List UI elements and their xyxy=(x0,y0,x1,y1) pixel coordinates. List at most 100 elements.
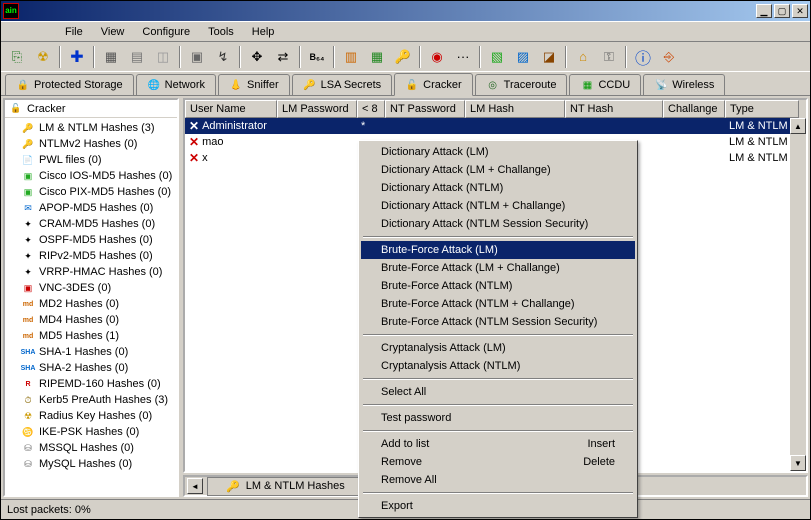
btab-prev[interactable]: ◄ xyxy=(187,478,203,494)
vertical-scrollbar[interactable]: ▲ ▼ xyxy=(790,118,806,471)
toolbar-button[interactable]: ◫ xyxy=(151,45,175,69)
bottom-tab[interactable]: 🔑 LM & NTLM Hashes xyxy=(207,477,364,496)
context-menu-item[interactable]: Brute-Force Attack (LM + Challange) xyxy=(361,259,635,277)
context-menu-item[interactable]: Cryptanalysis Attack (LM) xyxy=(361,339,635,357)
context-menu-item[interactable]: Brute-Force Attack (NTLM Session Securit… xyxy=(361,313,635,331)
column-header[interactable]: LM Password xyxy=(277,100,357,118)
context-menu-item[interactable]: Add to listInsert xyxy=(361,435,635,453)
sidebar-item[interactable]: ⛁MySQL Hashes (0) xyxy=(5,456,177,472)
toolbar-button[interactable]: ▨ xyxy=(511,45,535,69)
context-menu-item[interactable]: Dictionary Attack (NTLM) xyxy=(361,179,635,197)
sidebar-item[interactable]: ✦VRRP-HMAC Hashes (0) xyxy=(5,264,177,280)
context-menu-item[interactable]: Brute-Force Attack (LM) xyxy=(361,241,635,259)
column-header[interactable]: Type xyxy=(725,100,799,118)
tab-lsa-secrets[interactable]: 🔑LSA Secrets xyxy=(292,74,393,95)
scroll-down-button[interactable]: ▼ xyxy=(790,455,806,471)
toolbar-button[interactable]: ✥ xyxy=(245,45,269,69)
tab-sniffer[interactable]: 👃 Sniffer xyxy=(218,74,290,95)
toolbar-button[interactable]: ⎆ xyxy=(657,45,681,69)
table-row[interactable]: ✕Administrator*LM & NTLM xyxy=(185,118,806,134)
menu-tools[interactable]: Tools xyxy=(200,24,242,40)
tab-protected-storage[interactable]: 🔒Protected Storage xyxy=(5,74,134,95)
context-menu-item[interactable]: Brute-Force Attack (NTLM + Challange) xyxy=(361,295,635,313)
column-header[interactable]: LM Hash xyxy=(465,100,565,118)
sidebar-item[interactable]: mdMD5 Hashes (1) xyxy=(5,328,177,344)
toolbar-button[interactable]: ✚ xyxy=(65,45,89,69)
toolbar-button[interactable]: ▦ xyxy=(365,45,389,69)
tab-wireless[interactable]: 📡Wireless xyxy=(643,74,725,95)
toolbar-button[interactable]: ↯ xyxy=(211,45,235,69)
sidebar-item[interactable]: mdMD2 Hashes (0) xyxy=(5,296,177,312)
menu-view[interactable]: View xyxy=(93,24,133,40)
tab-label: Sniffer xyxy=(247,79,279,91)
menu-configure[interactable]: Configure xyxy=(134,24,198,40)
sidebar-item[interactable]: ⛁MSSQL Hashes (0) xyxy=(5,440,177,456)
scroll-up-button[interactable]: ▲ xyxy=(790,118,806,134)
table-cell xyxy=(277,125,357,127)
context-menu-item[interactable]: Select All xyxy=(361,383,635,401)
tab-ccdu[interactable]: ▦CCDU xyxy=(569,74,641,95)
toolbar-button[interactable]: 🔑 xyxy=(391,45,415,69)
sidebar-item-label: RIPEMD-160 Hashes (0) xyxy=(39,378,161,390)
sidebar-item[interactable]: ▣Cisco IOS-MD5 Hashes (0) xyxy=(5,168,177,184)
context-menu-item[interactable]: Test password xyxy=(361,409,635,427)
context-menu-item[interactable]: Dictionary Attack (LM + Challange) xyxy=(361,161,635,179)
column-header[interactable]: NT Hash xyxy=(565,100,663,118)
sidebar-item[interactable]: 📄PWL files (0) xyxy=(5,152,177,168)
sidebar-item[interactable]: SHASHA-1 Hashes (0) xyxy=(5,344,177,360)
toolbar-button[interactable]: ··· xyxy=(451,45,475,69)
sidebar-item[interactable]: ⏱Kerb5 PreAuth Hashes (3) xyxy=(5,392,177,408)
tab-icon: 👃 xyxy=(229,78,243,92)
toolbar-button[interactable]: ▥ xyxy=(339,45,363,69)
column-header[interactable]: < 8 xyxy=(357,100,385,118)
sidebar-item[interactable]: mdMD4 Hashes (0) xyxy=(5,312,177,328)
context-menu-item[interactable]: RemoveDelete xyxy=(361,453,635,471)
column-header[interactable]: Challange xyxy=(663,100,725,118)
sidebar-item[interactable]: ✦CRAM-MD5 Hashes (0) xyxy=(5,216,177,232)
sidebar-item[interactable]: ▣VNC-3DES (0) xyxy=(5,280,177,296)
tab-network[interactable]: 🌐Network xyxy=(136,74,216,95)
sidebar-item[interactable]: ☢Radius Key Hashes (0) xyxy=(5,408,177,424)
toolbar-button[interactable]: ⇄ xyxy=(271,45,295,69)
sidebar-item[interactable]: RRIPEMD-160 Hashes (0) xyxy=(5,376,177,392)
sidebar-item[interactable]: SHASHA-2 Hashes (0) xyxy=(5,360,177,376)
context-menu-item[interactable]: Dictionary Attack (NTLM Session Security… xyxy=(361,215,635,233)
tab-icon: 🌐 xyxy=(147,78,161,92)
tab-traceroute[interactable]: ◎Traceroute xyxy=(475,74,568,95)
toolbar-button[interactable]: ⌂ xyxy=(571,45,595,69)
context-menu-separator xyxy=(363,492,633,494)
sidebar-item[interactable]: ✦OSPF-MD5 Hashes (0) xyxy=(5,232,177,248)
context-menu-item[interactable]: Export xyxy=(361,497,635,515)
toolbar-button[interactable]: ▦ xyxy=(99,45,123,69)
toolbar-button[interactable]: ⚿ xyxy=(597,45,621,69)
toolbar-button[interactable]: B₆₄ xyxy=(305,45,329,69)
close-button[interactable]: ✕ xyxy=(792,4,808,18)
toolbar-button[interactable]: ▧ xyxy=(485,45,509,69)
toolbar-button[interactable]: ◪ xyxy=(537,45,561,69)
context-menu-item[interactable]: Cryptanalysis Attack (NTLM) xyxy=(361,357,635,375)
toolbar-button[interactable]: ◉ xyxy=(425,45,449,69)
table-cell: ✕mao xyxy=(185,134,277,150)
toolbar-button[interactable]: ⓘ xyxy=(631,45,655,69)
sidebar-item[interactable]: ✦RIPv2-MD5 Hashes (0) xyxy=(5,248,177,264)
toolbar-button[interactable]: ☢ xyxy=(31,45,55,69)
sidebar-item[interactable]: 🔑NTLMv2 Hashes (0) xyxy=(5,136,177,152)
context-menu-item[interactable]: Dictionary Attack (NTLM + Challange) xyxy=(361,197,635,215)
sidebar-item[interactable]: ▣Cisco PIX-MD5 Hashes (0) xyxy=(5,184,177,200)
sidebar-item[interactable]: 🔑LM & NTLM Hashes (3) xyxy=(5,120,177,136)
menu-help[interactable]: Help xyxy=(244,24,283,40)
sidebar-item[interactable]: ♋IKE-PSK Hashes (0) xyxy=(5,424,177,440)
sidebar-item[interactable]: ✉APOP-MD5 Hashes (0) xyxy=(5,200,177,216)
menu-file[interactable]: File xyxy=(57,24,91,40)
maximize-button[interactable]: ▢ xyxy=(774,4,790,18)
toolbar-button[interactable]: ▤ xyxy=(125,45,149,69)
toolbar-button[interactable]: ▣ xyxy=(185,45,209,69)
context-menu-item[interactable]: Remove All xyxy=(361,471,635,489)
minimize-button[interactable]: ▁ xyxy=(756,4,772,18)
column-header[interactable]: NT Password xyxy=(385,100,465,118)
column-header[interactable]: User Name xyxy=(185,100,277,118)
toolbar-button[interactable]: ⎘ xyxy=(5,45,29,69)
context-menu-item[interactable]: Dictionary Attack (LM) xyxy=(361,143,635,161)
tab-cracker[interactable]: 🔓Cracker xyxy=(394,73,473,96)
context-menu-item[interactable]: Brute-Force Attack (NTLM) xyxy=(361,277,635,295)
